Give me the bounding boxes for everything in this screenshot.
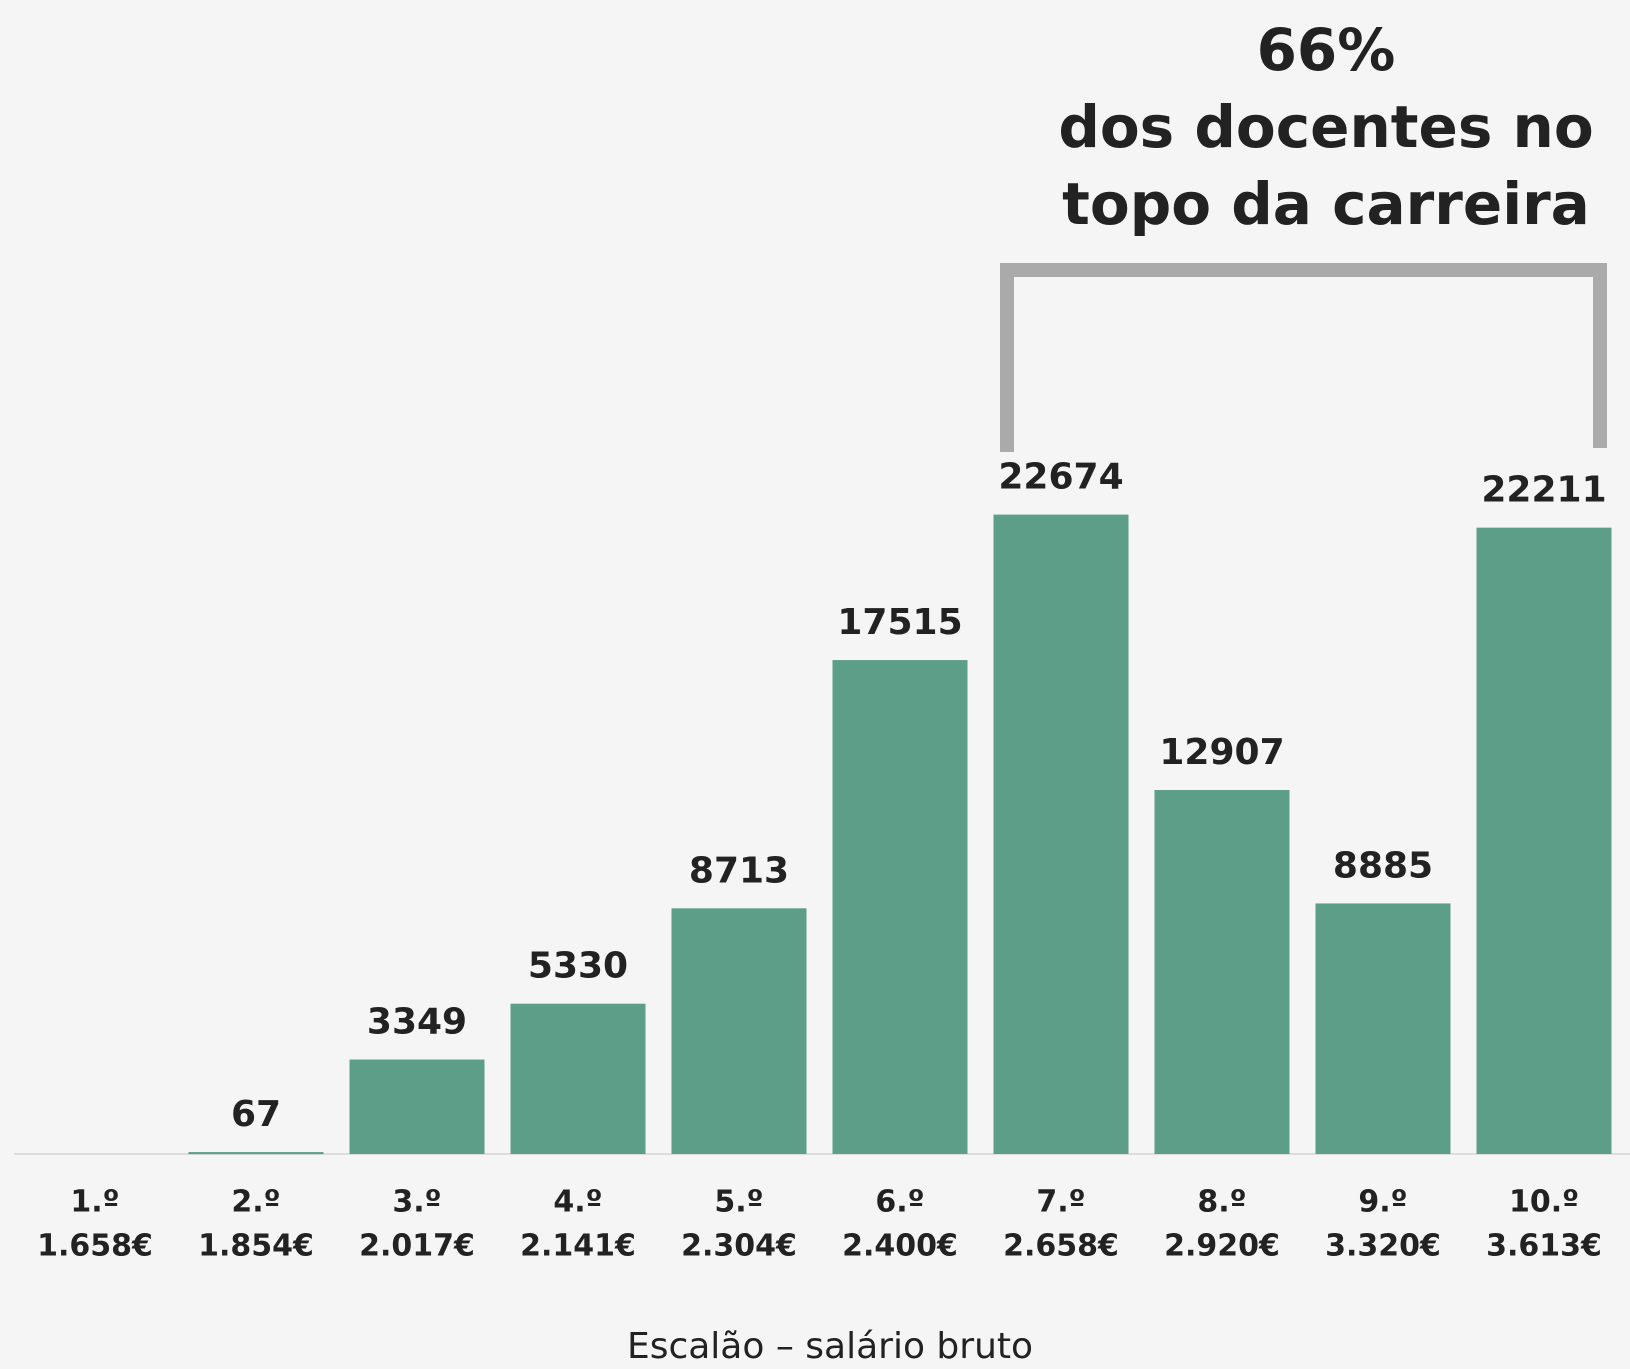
- value-label: 22674: [998, 457, 1123, 498]
- x-tick-label: 2.º: [231, 1185, 280, 1220]
- x-tick-sublabel: 2.304€: [681, 1229, 797, 1264]
- x-tick-label: 9.º: [1358, 1185, 1407, 1220]
- value-label: 8713: [689, 850, 789, 891]
- x-tick-sublabel: 1.658€: [37, 1229, 153, 1264]
- bar: [349, 1059, 485, 1154]
- bar: [671, 908, 807, 1154]
- x-tick-label: 8.º: [1197, 1185, 1246, 1220]
- bar: [1315, 903, 1451, 1154]
- value-label: 3349: [367, 1002, 467, 1043]
- bar: [993, 514, 1129, 1154]
- bracket: [1000, 263, 1607, 452]
- x-tick-label: 6.º: [875, 1185, 924, 1220]
- x-tick-sublabel: 2.017€: [359, 1229, 475, 1264]
- x-axis-label: Escalão – salário bruto: [627, 1326, 1033, 1367]
- x-tick-label: 7.º: [1036, 1185, 1085, 1220]
- x-tick-sublabel: 3.320€: [1325, 1229, 1441, 1264]
- x-tick-label: 3.º: [392, 1185, 441, 1220]
- annotation: topo da carreira: [1062, 170, 1590, 238]
- x-tick-label: 10.º: [1509, 1185, 1579, 1220]
- value-label: 12907: [1159, 732, 1284, 773]
- bar: [188, 1152, 324, 1155]
- x-tick-sublabel: 2.658€: [1003, 1229, 1119, 1264]
- bar: [510, 1003, 646, 1154]
- x-tick-sublabel: 1.854€: [198, 1229, 314, 1264]
- x-tick-sublabel: 2.141€: [520, 1229, 636, 1264]
- annotation: 66%: [1257, 16, 1396, 84]
- value-label: 67: [231, 1094, 281, 1135]
- bar: [1154, 790, 1290, 1154]
- x-tick-sublabel: 2.400€: [842, 1229, 958, 1264]
- value-label: 8885: [1333, 845, 1433, 886]
- bar: [832, 660, 968, 1154]
- value-label: 22211: [1481, 470, 1606, 511]
- x-tick-label: 4.º: [553, 1185, 602, 1220]
- x-tick-sublabel: 2.920€: [1164, 1229, 1280, 1264]
- value-label: 5330: [528, 946, 628, 987]
- annotation: dos docentes no: [1058, 93, 1593, 161]
- value-label: 17515: [837, 602, 962, 643]
- bar: [1476, 527, 1612, 1154]
- x-tick-label: 5.º: [714, 1185, 763, 1220]
- x-tick-sublabel: 3.613€: [1486, 1229, 1602, 1264]
- x-tick-label: 1.º: [70, 1185, 119, 1220]
